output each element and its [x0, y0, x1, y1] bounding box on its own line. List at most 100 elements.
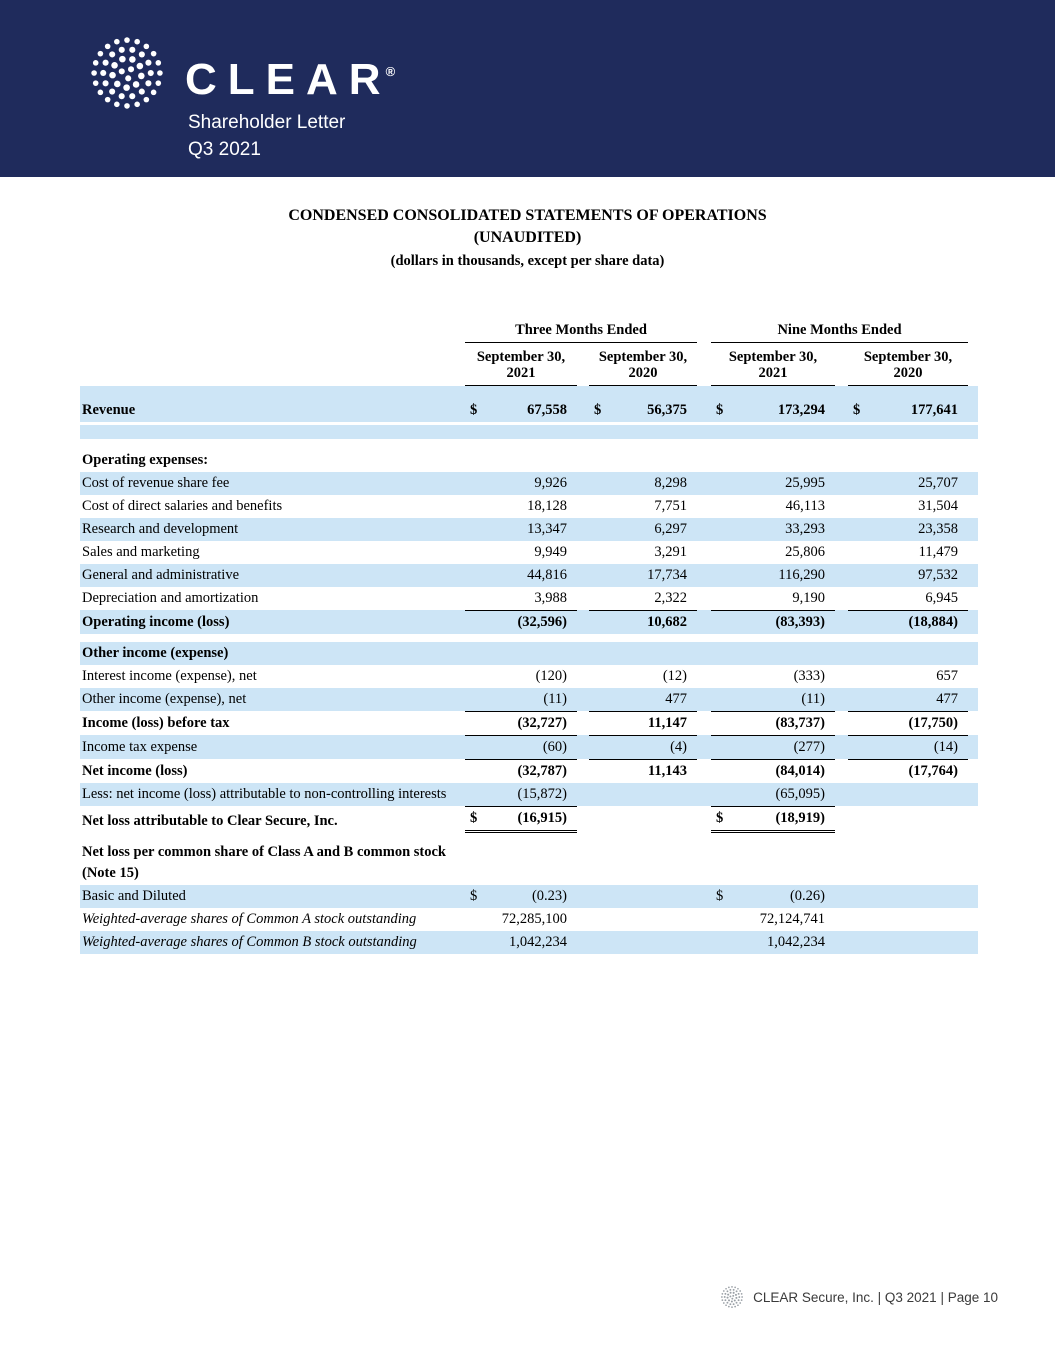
value-cell: 46,113 — [711, 495, 835, 518]
cell-value: (120) — [535, 668, 567, 684]
row-label: Net loss attributable to Clear Secure, I… — [82, 813, 338, 829]
cell-value: (32,787) — [517, 763, 567, 779]
footer-text: CLEAR Secure, Inc. | Q3 2021 | Page 10 — [753, 1289, 998, 1305]
row-label: Operating expenses: — [82, 452, 209, 468]
cell-value: (12) — [662, 668, 687, 684]
value-cell — [589, 449, 697, 472]
value-cell — [848, 885, 968, 908]
statement-rows: Revenue $67,558 $56,375 $173,294 $177,641 Ope… — [80, 386, 978, 954]
table-row: Operating income (loss) (32,596) 10,682 (83… — [80, 610, 978, 634]
table-row: Cost of revenue share fee 9,926 8,298 25,99… — [80, 472, 978, 495]
value-cell — [465, 642, 577, 665]
cell-value: 56,375 — [647, 402, 687, 418]
value-cell: $173,294 — [711, 399, 835, 422]
title-line-3: (dollars in thousands, except per share … — [390, 253, 665, 269]
value-cell: 6,297 — [589, 518, 697, 541]
value-cell: $ (0.23) — [465, 885, 577, 908]
dollar-sign: $ — [470, 810, 478, 826]
registered-mark: ® — [385, 64, 396, 79]
group-header-nine-months: Nine Months Ended — [711, 322, 968, 343]
value-cell: 11,479 — [848, 541, 968, 564]
cell-value: (4) — [670, 739, 687, 755]
value-cell: 6,945 — [848, 587, 968, 610]
value-cell: 72,285,100 — [465, 908, 577, 931]
row-label: Basic and Diluted — [82, 888, 186, 904]
table-row: Less: net income (loss) attributable to … — [80, 783, 978, 806]
cell-value: (32,596) — [517, 614, 567, 630]
spacer-row — [80, 634, 978, 642]
cell-value: (83,393) — [775, 614, 825, 630]
table-row: Other income (expense), net (11) 477 (11) 47… — [80, 688, 978, 711]
cell-value: 8,298 — [654, 475, 687, 491]
value-cell: (84,014) — [711, 759, 835, 783]
value-cell: (120) — [465, 665, 577, 688]
cell-value: 17,734 — [647, 567, 687, 583]
value-cell — [848, 642, 968, 665]
value-cell — [589, 908, 697, 931]
value-cell: 25,707 — [848, 472, 968, 495]
table-row: Interest income (expense), net (120) (12) (… — [80, 665, 978, 688]
value-cell: 9,949 — [465, 541, 577, 564]
dollar-sign: $ — [853, 402, 861, 418]
cell-value: 11,143 — [647, 763, 687, 779]
row-label: General and administrative — [82, 567, 240, 583]
banner-subtitle: Shareholder Letter — [188, 112, 346, 133]
cell-value: 3,291 — [654, 544, 687, 560]
value-cell — [848, 449, 968, 472]
group-header-row: Three Months Ended Nine Months Ended — [80, 322, 978, 343]
table-row: Net income (loss) (32,787) 11,143 (84,014) (… — [80, 759, 978, 783]
value-cell: $56,375 — [589, 399, 697, 422]
cell-value: (14) — [933, 739, 958, 755]
column-header-q3-2020: September 30, 2020 — [589, 347, 697, 386]
value-cell — [589, 783, 697, 806]
table-row: Revenue $67,558 $56,375 $173,294 $177,641 — [80, 399, 978, 422]
dollar-sign: $ — [470, 402, 478, 418]
cell-value: 25,707 — [918, 475, 958, 491]
value-cell: 25,995 — [711, 472, 835, 495]
dollar-sign: $ — [594, 402, 602, 418]
cell-value: (0.26) — [789, 888, 825, 904]
table-row: Other income (expense) — [80, 642, 978, 665]
row-label: Sales and marketing — [82, 544, 200, 560]
cell-value: 477 — [665, 691, 687, 707]
spacer-row — [80, 833, 978, 841]
cell-value: (84,014) — [775, 763, 825, 779]
cell-value: 23,358 — [918, 521, 958, 537]
value-cell — [848, 841, 968, 885]
cell-value: (16,915) — [517, 810, 567, 826]
cell-value: 177,641 — [910, 402, 958, 418]
value-cell: 33,293 — [711, 518, 835, 541]
value-cell — [848, 806, 968, 833]
spacer-row — [80, 439, 978, 449]
value-cell: (60) — [465, 735, 577, 759]
cell-value: 2,322 — [654, 590, 687, 606]
cell-value: 3,988 — [534, 590, 567, 606]
value-cell — [589, 931, 697, 954]
group-header-three-months: Three Months Ended — [465, 322, 697, 343]
cell-value: (18,884) — [908, 614, 958, 630]
value-cell: 9,190 — [711, 587, 835, 610]
row-label: Weighted-average shares of Common A stoc… — [82, 911, 417, 927]
table-row: Income tax expense (60) (4) (277) (14) — [80, 735, 978, 759]
row-label: Income (loss) before tax — [82, 715, 230, 731]
value-cell: (32,787) — [465, 759, 577, 783]
value-cell: (65,095) — [711, 783, 835, 806]
value-cell: (277) — [711, 735, 835, 759]
table-row: Basic and Diluted $ (0.23) $ (0.26) — [80, 885, 978, 908]
table-row: Sales and marketing 9,949 3,291 25,806 11,47… — [80, 541, 978, 564]
value-cell: 25,806 — [711, 541, 835, 564]
value-cell: $ (16,915) — [465, 806, 577, 833]
cell-value: (32,727) — [517, 715, 567, 731]
table-row: Weighted-average shares of Common B stoc… — [80, 931, 978, 954]
cell-value: 1,042,234 — [767, 934, 825, 950]
value-cell: 10,682 — [589, 610, 697, 634]
dollar-sign: $ — [716, 888, 724, 904]
value-cell: 657 — [848, 665, 968, 688]
cell-value: (277) — [793, 739, 825, 755]
column-header-row: September 30, 2021 September 30, 2020 Se… — [80, 347, 978, 386]
value-cell: $ (18,919) — [711, 806, 835, 833]
row-label: Cost of direct salaries and benefits — [82, 498, 283, 514]
cell-value: 18,128 — [527, 498, 567, 514]
value-cell: 97,532 — [848, 564, 968, 587]
dollar-sign: $ — [716, 402, 724, 418]
